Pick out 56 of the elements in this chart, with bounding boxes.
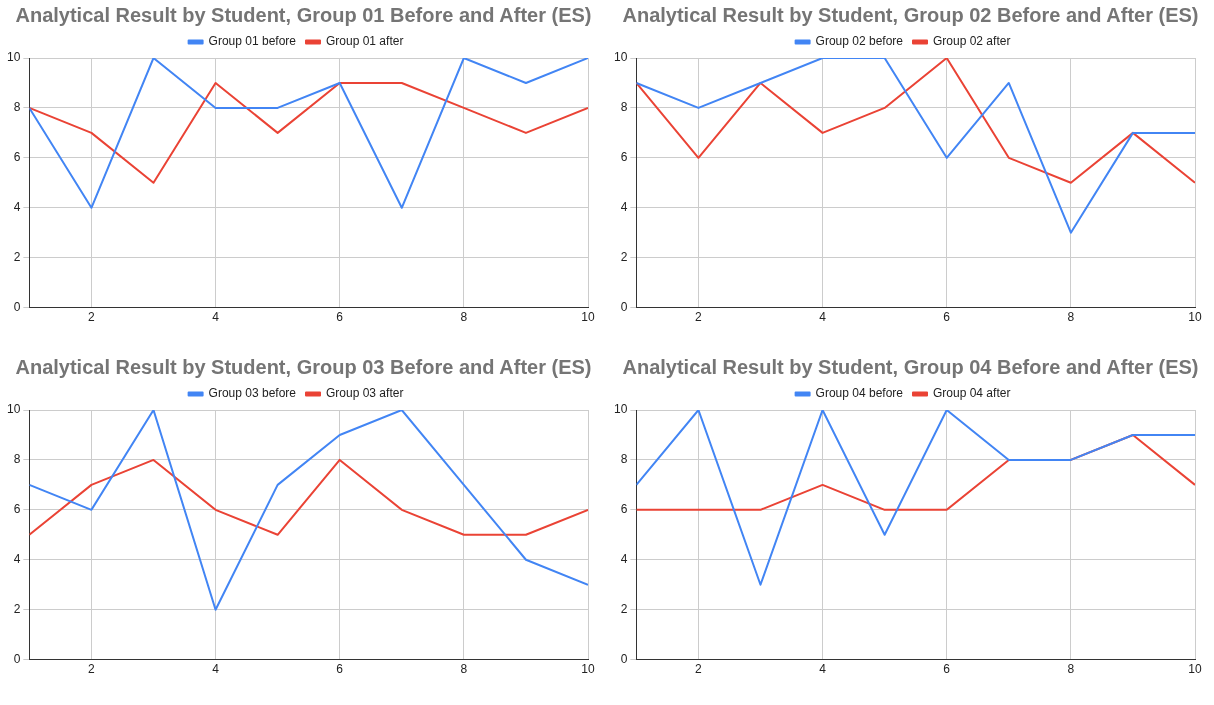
legend-label: Group 03 before: [208, 386, 297, 401]
x-tick-label: 10: [581, 662, 595, 677]
x-tick-label: 8: [460, 662, 468, 677]
chart-title: Analytical Result by Student, Group 01 Before and After (ES): [14, 4, 593, 26]
y-tick-label: 0: [13, 651, 21, 666]
y-tick-label: 4: [13, 552, 21, 567]
x-tick-label: 2: [88, 310, 96, 325]
legend-label: Group 02 after: [933, 34, 1011, 49]
y-tick-label: 6: [13, 502, 21, 517]
legend-label: Group 02 before: [815, 34, 904, 49]
x-tick-label: 10: [1188, 662, 1202, 677]
y-tick-label: 6: [13, 150, 21, 165]
x-tick-label: 4: [819, 310, 827, 325]
y-tick-label: 6: [620, 502, 628, 517]
x-tick-label: 6: [943, 310, 951, 325]
y-tick-label: 10: [6, 50, 21, 65]
y-tick-label: 10: [613, 402, 628, 417]
y-tick-label: 10: [613, 50, 628, 65]
x-tick-label: 8: [1067, 662, 1075, 677]
legend-label: Group 04 before: [815, 386, 904, 401]
x-tick-label: 10: [1188, 310, 1202, 325]
y-tick-label: 4: [620, 552, 628, 567]
y-tick-label: 2: [13, 249, 21, 264]
chart-title: Analytical Result by Student, Group 04 Before and After (ES): [621, 356, 1200, 378]
x-tick-label: 2: [88, 662, 96, 677]
legend-label: Group 04 after: [933, 386, 1011, 401]
legend-label: Group 01 before: [208, 34, 297, 49]
y-tick-label: 2: [620, 249, 628, 264]
x-tick-label: 2: [695, 662, 703, 677]
x-tick-label: 4: [212, 662, 220, 677]
chart-title: Analytical Result by Student, Group 03 Before and After (ES): [14, 356, 593, 378]
legend-label: Group 03 after: [326, 386, 404, 401]
y-tick-label: 0: [13, 299, 21, 314]
x-tick-label: 8: [460, 310, 468, 325]
y-tick-label: 8: [13, 452, 21, 467]
y-tick-label: 10: [6, 402, 21, 417]
x-tick-label: 4: [819, 662, 827, 677]
y-tick-label: 4: [13, 200, 21, 215]
chart-title: Analytical Result by Student, Group 02 Before and After (ES): [621, 4, 1200, 26]
y-tick-label: 2: [620, 601, 628, 616]
x-tick-label: 10: [581, 310, 595, 325]
y-tick-label: 8: [13, 100, 21, 115]
legend-label: Group 01 after: [326, 34, 404, 49]
x-tick-label: 6: [336, 310, 344, 325]
y-tick-label: 8: [620, 100, 628, 115]
y-tick-label: 4: [620, 200, 628, 215]
y-tick-label: 0: [620, 651, 628, 666]
x-tick-label: 4: [212, 310, 220, 325]
y-tick-label: 6: [620, 150, 628, 165]
x-tick-label: 8: [1067, 310, 1075, 325]
y-tick-label: 0: [620, 299, 628, 314]
x-tick-label: 2: [695, 310, 703, 325]
y-tick-label: 8: [620, 452, 628, 467]
x-tick-label: 6: [943, 662, 951, 677]
y-tick-label: 2: [13, 601, 21, 616]
x-tick-label: 6: [336, 662, 344, 677]
